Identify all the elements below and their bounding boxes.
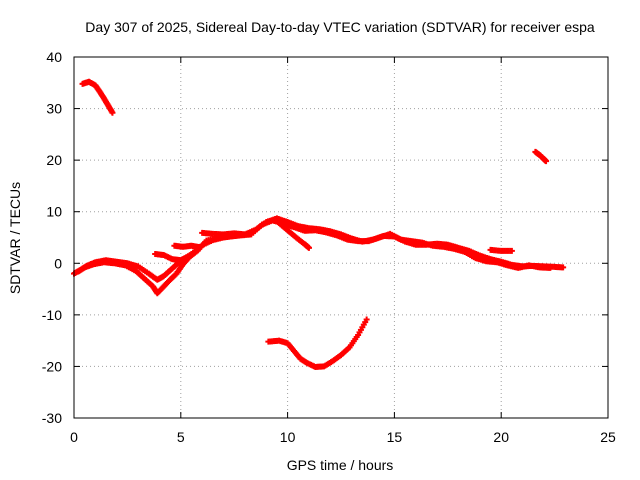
x-axis-title: GPS time / hours	[287, 457, 394, 473]
x-tick-label: 10	[280, 429, 296, 445]
y-tick-label: 40	[46, 49, 62, 65]
series-seg-step-1	[171, 242, 204, 251]
x-tick-label: 15	[387, 429, 403, 445]
series-seg-high-late	[532, 148, 550, 165]
data-point	[184, 254, 191, 261]
y-tick-label: 20	[46, 152, 62, 168]
series-seg-noon-spur	[276, 220, 312, 251]
x-tick-label: 5	[177, 429, 185, 445]
y-axis-title: SDTVAR / TECUs	[7, 182, 23, 294]
y-tick-label: 10	[46, 204, 62, 220]
x-tick-label: 25	[600, 429, 616, 445]
y-tick-label: -10	[42, 307, 62, 323]
y-tick-label: -30	[42, 410, 62, 426]
data-point	[560, 264, 567, 271]
y-tick-label: -20	[42, 358, 62, 374]
data-point	[363, 316, 370, 323]
data-point	[305, 244, 312, 251]
data-point	[543, 158, 550, 165]
data-point	[508, 247, 515, 254]
data-point	[547, 264, 554, 271]
y-tick-label: 0	[54, 255, 62, 271]
series-seg-late-tail	[487, 246, 515, 254]
data-point	[109, 109, 116, 116]
series-seg-step-2	[199, 229, 248, 238]
series-seg-low-dip	[265, 316, 370, 370]
data-point	[197, 244, 204, 251]
plot-frame	[73, 56, 609, 419]
grid-lines	[74, 57, 608, 418]
x-tick-label: 20	[493, 429, 509, 445]
series-seg-main-b	[75, 217, 554, 297]
series-seg-morning-spur	[152, 251, 191, 264]
data-points	[71, 78, 567, 370]
data-point	[241, 231, 248, 238]
y-tick-label: 30	[46, 101, 62, 117]
x-tick-label: 0	[70, 429, 78, 445]
axis-ticks	[73, 56, 609, 419]
y-tick-labels: -30 -20 -10 0 10 20 30 40	[42, 49, 62, 426]
x-tick-labels: 0 5 10 15 20 25	[70, 429, 616, 445]
series-seg-high-early	[79, 78, 116, 116]
chart-title: Day 307 of 2025, Sidereal Day-to-day VTE…	[85, 19, 595, 35]
